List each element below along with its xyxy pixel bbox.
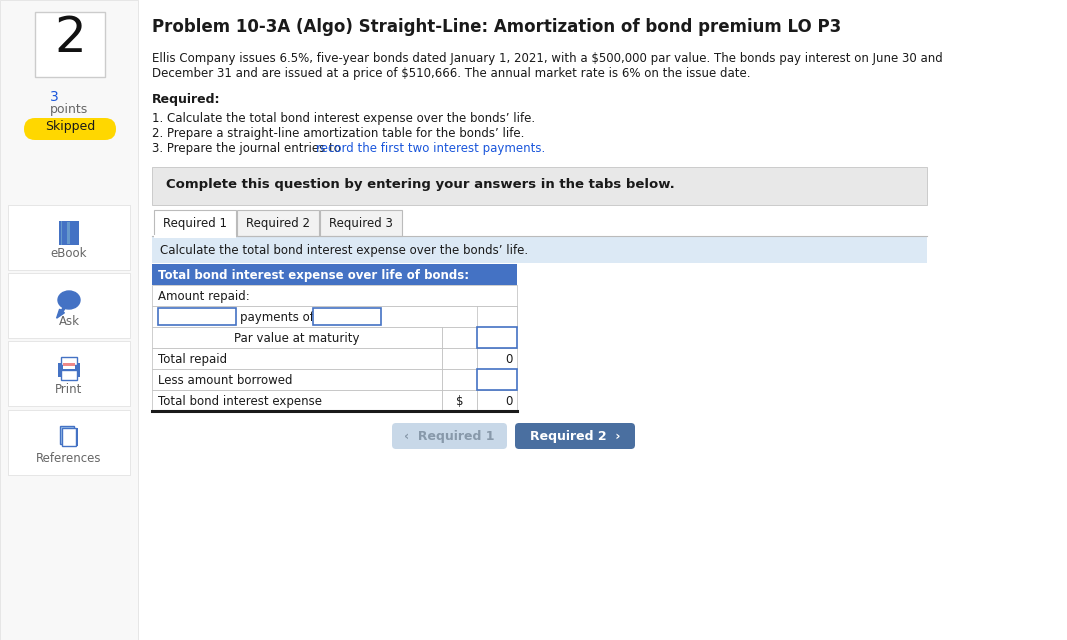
Bar — [477, 348, 517, 369]
FancyBboxPatch shape — [392, 423, 507, 449]
Text: December 31 and are issued at a price of $510,666. The annual market rate is 6% : December 31 and are issued at a price of… — [152, 67, 750, 80]
Text: 3. Prepare the journal entries to: 3. Prepare the journal entries to — [152, 142, 345, 155]
Text: Calculate the total bond interest expense over the bonds’ life.: Calculate the total bond interest expens… — [160, 244, 528, 257]
Bar — [152, 327, 442, 348]
Bar — [152, 390, 442, 411]
Text: Problem 10-3A (Algo) Straight-Line: Amortization of bond premium LO P3: Problem 10-3A (Algo) Straight-Line: Amor… — [152, 18, 841, 36]
Bar — [154, 235, 236, 238]
Bar — [152, 348, 442, 369]
Text: 0: 0 — [506, 395, 513, 408]
Text: Required 2: Required 2 — [246, 217, 310, 230]
Text: points: points — [50, 103, 89, 116]
Bar — [152, 306, 517, 327]
Bar — [0, 0, 138, 640]
Text: Less amount borrowed: Less amount borrowed — [158, 374, 292, 387]
Bar — [67, 222, 70, 244]
Bar — [7, 273, 130, 338]
Text: Total bond interest expense over life of bonds:: Total bond interest expense over life of… — [158, 269, 469, 282]
Bar — [320, 210, 402, 236]
Text: 3: 3 — [50, 90, 59, 104]
Text: Ask: Ask — [59, 315, 80, 328]
Text: Print: Print — [55, 383, 82, 396]
Bar — [7, 410, 130, 475]
Text: Required:: Required: — [152, 93, 221, 106]
Text: Required 1: Required 1 — [163, 217, 227, 230]
Bar — [152, 264, 517, 285]
Text: $: $ — [456, 395, 463, 408]
Bar — [60, 426, 74, 444]
Text: Total bond interest expense: Total bond interest expense — [158, 395, 322, 408]
Bar — [442, 327, 477, 348]
FancyBboxPatch shape — [515, 423, 635, 449]
Bar — [61, 357, 77, 365]
Bar — [154, 210, 236, 236]
Text: 1. Calculate the total bond interest expense over the bonds’ life.: 1. Calculate the total bond interest exp… — [152, 112, 536, 125]
Bar — [58, 363, 80, 377]
Text: Complete this question by entering your answers in the tabs below.: Complete this question by entering your … — [166, 178, 674, 191]
Bar — [61, 370, 77, 380]
Bar — [477, 327, 517, 348]
Text: payments of: payments of — [240, 311, 314, 324]
Bar — [64, 428, 78, 446]
Bar — [152, 167, 927, 205]
Text: References: References — [36, 452, 101, 465]
Bar — [477, 390, 517, 411]
Bar — [62, 428, 76, 446]
Bar — [152, 285, 517, 306]
Text: Required 2  ›: Required 2 › — [529, 430, 620, 443]
Text: eBook: eBook — [51, 247, 87, 260]
Bar — [477, 369, 517, 390]
Text: Amount repaid:: Amount repaid: — [158, 290, 250, 303]
FancyArrow shape — [57, 307, 66, 318]
Bar — [152, 236, 927, 237]
Bar — [63, 363, 75, 366]
Bar — [7, 341, 130, 406]
Bar — [152, 237, 927, 263]
Text: Total repaid: Total repaid — [158, 353, 227, 366]
Text: Required 3: Required 3 — [329, 217, 393, 230]
Bar — [35, 12, 105, 77]
Bar — [63, 366, 75, 369]
Bar — [442, 348, 477, 369]
Bar — [313, 308, 381, 325]
Text: Skipped: Skipped — [45, 120, 95, 133]
Bar — [158, 308, 236, 325]
Text: 2. Prepare a straight-line amortization table for the bonds’ life.: 2. Prepare a straight-line amortization … — [152, 127, 524, 140]
Bar — [7, 205, 130, 270]
Bar — [477, 306, 517, 327]
Bar — [152, 369, 442, 390]
Bar — [59, 221, 79, 245]
Text: Par value at maturity: Par value at maturity — [235, 332, 360, 345]
Bar — [237, 210, 319, 236]
Ellipse shape — [58, 291, 80, 309]
Text: record the first two interest payments.: record the first two interest payments. — [316, 142, 545, 155]
Text: ‹  Required 1: ‹ Required 1 — [404, 430, 495, 443]
Bar — [442, 390, 477, 411]
FancyBboxPatch shape — [23, 118, 116, 140]
Text: Ellis Company issues 6.5%, five-year bonds dated January 1, 2021, with a $500,00: Ellis Company issues 6.5%, five-year bon… — [152, 52, 943, 65]
Bar — [442, 369, 477, 390]
Text: 2: 2 — [54, 14, 85, 62]
Text: 0: 0 — [506, 353, 513, 366]
